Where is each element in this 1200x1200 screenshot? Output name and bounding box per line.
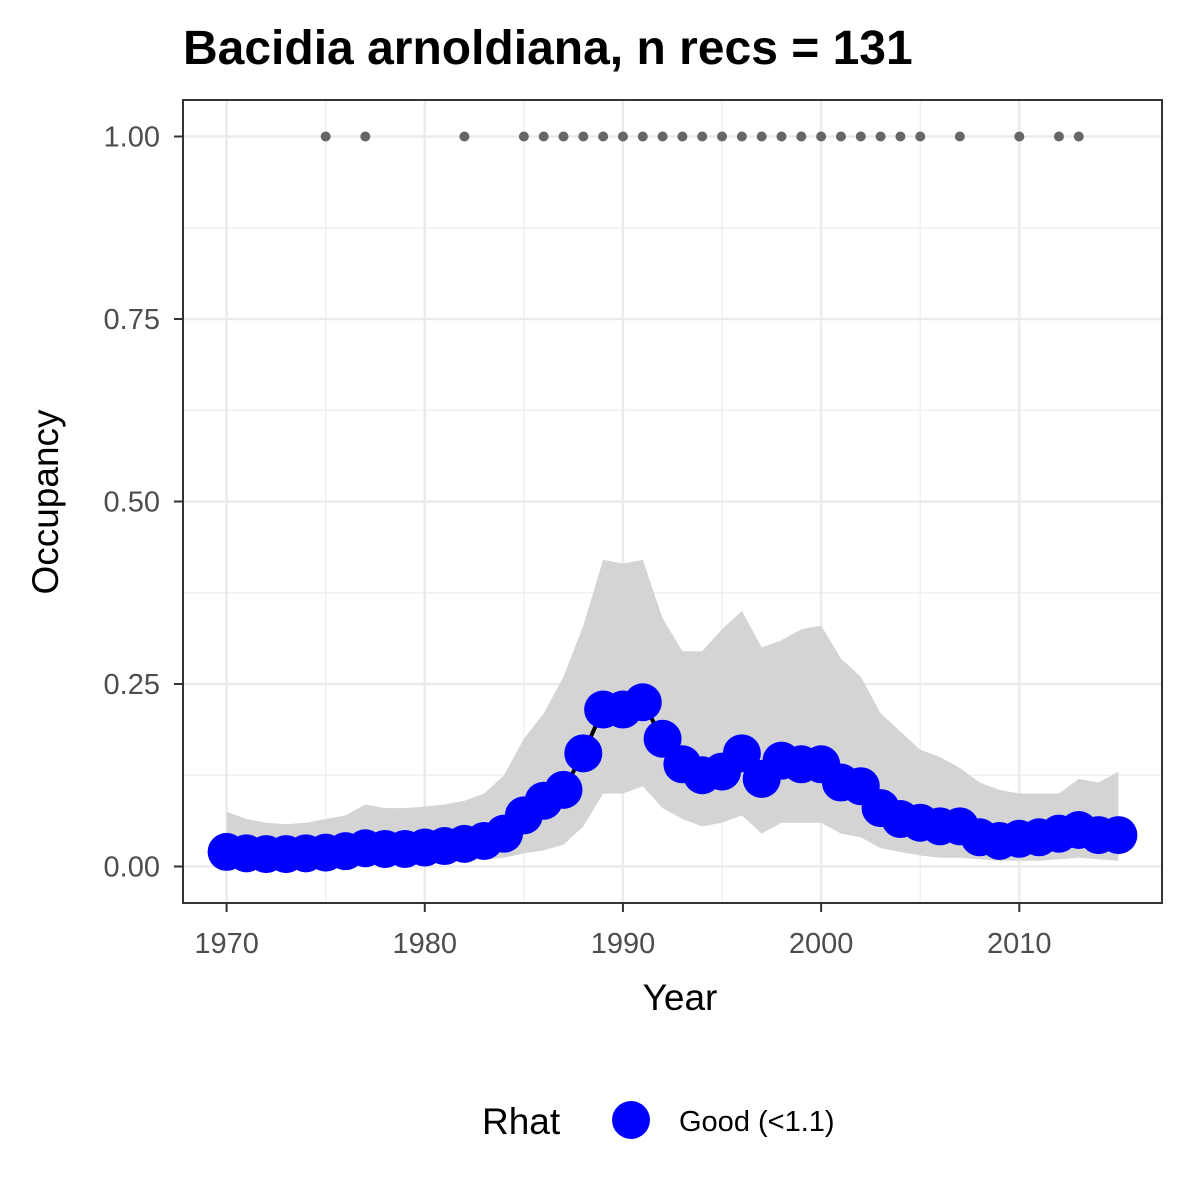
record-marker xyxy=(677,131,688,142)
record-marker xyxy=(895,131,906,142)
record-marker xyxy=(717,131,728,142)
occupancy-point xyxy=(722,734,761,773)
occupancy-point xyxy=(1099,816,1138,855)
occupancy-points xyxy=(207,683,1138,874)
record-marker xyxy=(1053,131,1064,142)
confidence-band-area xyxy=(226,559,1119,865)
record-marker xyxy=(697,131,708,142)
x-tick-label: 2010 xyxy=(987,928,1052,960)
record-marker xyxy=(835,131,846,142)
record-marker xyxy=(578,131,589,142)
record-marker xyxy=(637,131,648,142)
record-marker xyxy=(875,131,886,142)
legend-label-good: Good (<1.1) xyxy=(679,1106,835,1138)
record-marker xyxy=(459,131,470,142)
record-marker xyxy=(558,131,569,142)
y-tick-label: 0.00 xyxy=(104,852,160,884)
record-marker xyxy=(736,131,747,142)
occupancy-point xyxy=(544,770,583,809)
record-marker xyxy=(816,131,827,142)
record-marker xyxy=(756,131,767,142)
x-axis-title: Year xyxy=(643,977,718,1018)
x-tick-label: 1990 xyxy=(591,928,656,960)
record-marker xyxy=(915,131,926,142)
record-marker xyxy=(1073,131,1084,142)
record-marker xyxy=(657,131,668,142)
confidence-band xyxy=(226,559,1119,865)
y-tick-label: 0.75 xyxy=(104,304,160,336)
x-tick-label: 1980 xyxy=(393,928,458,960)
occupancy-point xyxy=(643,719,682,758)
legend: Rhat Good (<1.1) xyxy=(482,1101,835,1142)
y-tick-label: 0.25 xyxy=(104,669,160,701)
y-tick-label: 0.50 xyxy=(104,487,160,519)
chart-title: Bacidia arnoldiana, n recs = 131 xyxy=(183,22,913,75)
record-marker xyxy=(1014,131,1025,142)
x-tick-label: 1970 xyxy=(194,928,259,960)
record-marker xyxy=(796,131,807,142)
legend-title: Rhat xyxy=(482,1101,561,1142)
x-tick-label: 2000 xyxy=(789,928,854,960)
x-axis-ticks: 1970 1980 1990 2000 2010 xyxy=(194,903,1052,960)
occupancy-point xyxy=(564,734,603,773)
record-markers xyxy=(320,131,1084,142)
record-marker xyxy=(320,131,331,142)
record-marker xyxy=(598,131,609,142)
occupancy-point xyxy=(623,683,662,722)
y-tick-label: 1.00 xyxy=(104,122,160,154)
y-axis-title: Occupancy xyxy=(25,409,66,595)
record-marker xyxy=(954,131,965,142)
y-axis-ticks: 0.00 0.25 0.50 0.75 1.00 xyxy=(104,122,183,884)
record-marker xyxy=(538,131,549,142)
record-marker xyxy=(518,131,529,142)
legend-key-good xyxy=(612,1101,650,1139)
record-marker xyxy=(855,131,866,142)
record-marker xyxy=(776,131,787,142)
record-marker xyxy=(360,131,371,142)
record-marker xyxy=(617,131,628,142)
